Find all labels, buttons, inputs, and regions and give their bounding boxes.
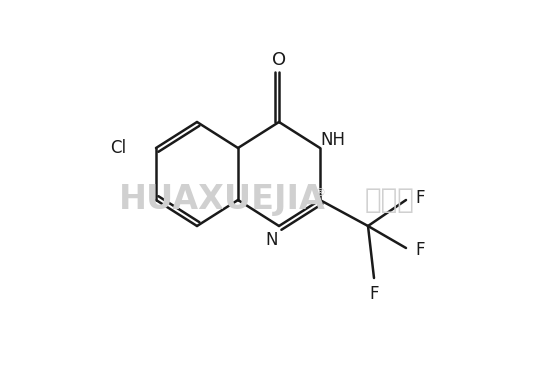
Text: N: N: [266, 231, 278, 249]
Text: F: F: [369, 285, 379, 303]
Text: 化学加: 化学加: [365, 186, 415, 214]
Text: HUAXUEJIA: HUAXUEJIA: [118, 183, 325, 217]
Text: Cl: Cl: [110, 139, 126, 157]
Text: F: F: [415, 241, 425, 259]
Text: NH: NH: [320, 131, 345, 149]
Text: ®: ®: [315, 188, 325, 198]
Text: F: F: [415, 189, 425, 207]
Text: O: O: [272, 51, 286, 69]
